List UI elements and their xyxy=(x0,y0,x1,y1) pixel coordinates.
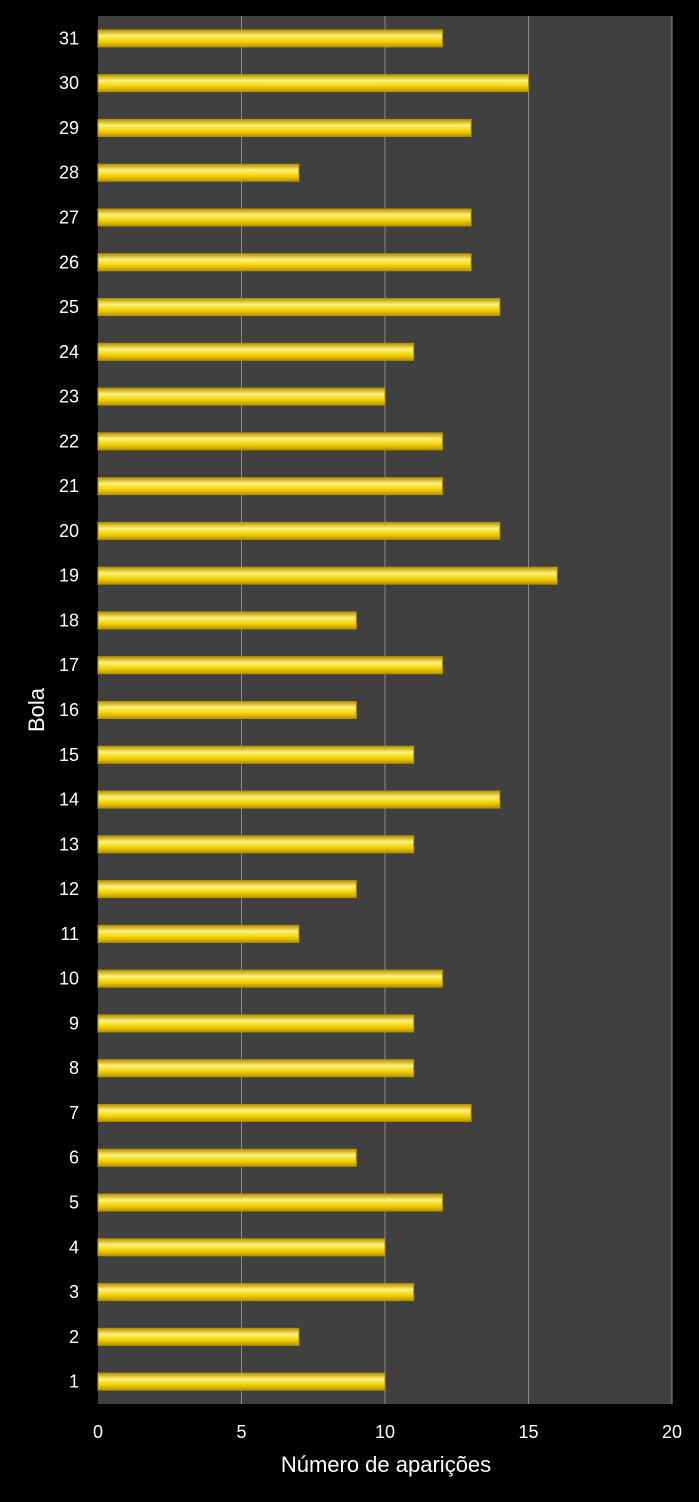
bar-27 xyxy=(97,208,472,227)
y-tick-label: 19 xyxy=(59,566,79,586)
bar-11 xyxy=(97,924,300,943)
y-tick-label: 25 xyxy=(59,297,79,317)
bar-18 xyxy=(97,611,357,630)
y-tick-label: 22 xyxy=(59,431,79,451)
x-tick-label: 15 xyxy=(518,1422,538,1442)
x-tick-label: 5 xyxy=(236,1422,246,1442)
y-tick-label: 21 xyxy=(59,476,79,496)
y-tick-label: 15 xyxy=(59,745,79,765)
x-tick-label: 20 xyxy=(662,1422,682,1442)
bar-29 xyxy=(97,118,472,137)
y-tick-labels: 1234567891011121314151617181920212223242… xyxy=(59,28,79,1391)
bar-7 xyxy=(97,1103,472,1122)
y-tick-label: 13 xyxy=(59,834,79,854)
bar-22 xyxy=(97,432,443,451)
bar-25 xyxy=(97,298,501,317)
y-tick-label: 27 xyxy=(59,207,79,227)
bar-17 xyxy=(97,656,443,675)
y-tick-label: 20 xyxy=(59,521,79,541)
y-tick-label: 28 xyxy=(59,163,79,183)
y-tick-label: 18 xyxy=(59,610,79,630)
bar-5 xyxy=(97,1193,443,1212)
y-tick-label: 31 xyxy=(59,28,79,48)
y-axis-title: Bola xyxy=(24,687,49,732)
y-tick-label: 17 xyxy=(59,655,79,675)
bar-6 xyxy=(97,1148,357,1167)
y-tick-label: 5 xyxy=(69,1193,79,1213)
bar-14 xyxy=(97,790,501,809)
y-tick-label: 29 xyxy=(59,118,79,138)
y-tick-label: 26 xyxy=(59,252,79,272)
bar-28 xyxy=(97,163,300,182)
bar-16 xyxy=(97,701,357,719)
bar-21 xyxy=(97,477,443,496)
x-axis-title: Número de aparições xyxy=(281,1452,491,1477)
y-tick-label: 14 xyxy=(59,790,79,810)
bar-30 xyxy=(97,74,529,93)
y-tick-label: 6 xyxy=(69,1148,79,1168)
bar-12 xyxy=(97,880,357,899)
x-tick-label: 0 xyxy=(93,1422,103,1442)
y-tick-label: 7 xyxy=(69,1103,79,1123)
bars xyxy=(97,29,558,1391)
gridlines xyxy=(241,16,673,1404)
bar-23 xyxy=(97,387,386,406)
bar-13 xyxy=(97,835,415,854)
y-tick-label: 12 xyxy=(59,879,79,899)
bar-3 xyxy=(97,1283,415,1302)
bar-24 xyxy=(97,342,415,361)
bar-19 xyxy=(97,566,558,585)
bar-31 xyxy=(97,29,443,48)
x-tick-label: 10 xyxy=(375,1422,395,1442)
y-tick-label: 16 xyxy=(59,700,79,720)
bar-10 xyxy=(97,969,443,988)
bar-2 xyxy=(97,1327,300,1346)
x-tick-labels: 0 5 10 15 20 xyxy=(93,1422,682,1442)
y-tick-label: 4 xyxy=(69,1237,79,1257)
bar-9 xyxy=(97,1014,415,1033)
y-tick-label: 11 xyxy=(60,924,79,944)
y-tick-label: 9 xyxy=(69,1013,79,1033)
bar-15 xyxy=(97,745,415,764)
y-tick-label: 23 xyxy=(59,387,79,407)
bar-8 xyxy=(97,1059,415,1078)
y-tick-label: 30 xyxy=(59,73,79,93)
bar-26 xyxy=(97,253,472,272)
bar-1 xyxy=(97,1372,386,1391)
y-tick-label: 3 xyxy=(69,1282,79,1302)
bar-4 xyxy=(97,1238,386,1257)
y-tick-label: 1 xyxy=(69,1372,79,1392)
y-tick-label: 24 xyxy=(59,342,79,362)
y-tick-label: 2 xyxy=(69,1327,79,1347)
bar-20 xyxy=(97,521,501,540)
y-tick-label: 10 xyxy=(59,969,79,989)
y-tick-label: 8 xyxy=(69,1058,79,1078)
